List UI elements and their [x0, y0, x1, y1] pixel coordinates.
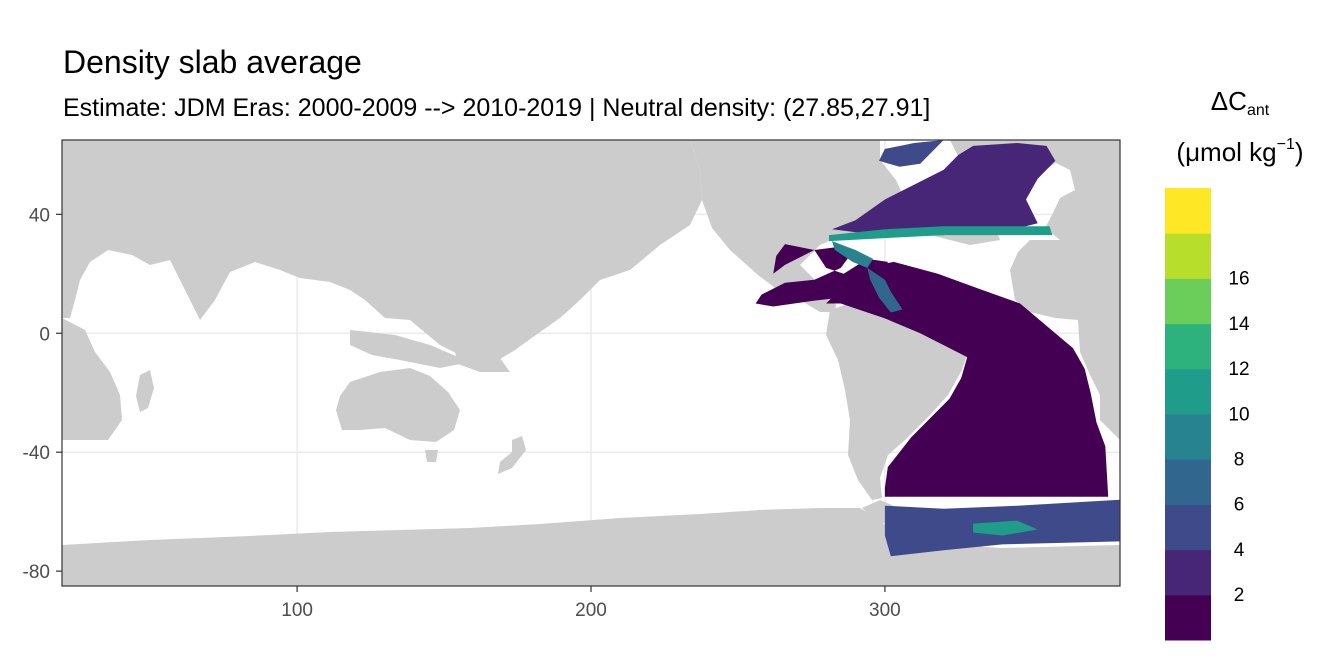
legend-swatch: [1165, 594, 1211, 641]
y-tick-label: -40: [23, 443, 50, 464]
land-madagascar: [136, 370, 154, 412]
x-tick-label: 100: [281, 600, 313, 621]
legend-break-label: 12: [1228, 359, 1249, 380]
land-europe: [1040, 140, 1120, 245]
land-australia: [336, 368, 460, 442]
chart-subtitle: Estimate: JDM Eras: 2000-2009 --> 2010-2…: [63, 94, 931, 122]
land-tasmania: [425, 450, 438, 462]
legend-unit-open: (μmol kg: [1176, 137, 1277, 167]
legend-break-label: 10: [1228, 404, 1249, 425]
land-africa-west: [1010, 240, 1120, 440]
y-tick-label: 40: [29, 205, 50, 226]
color-legend: 2 4 6 8 10 12 14 16: [1165, 188, 1250, 641]
legend-title: ΔCant: [1160, 86, 1320, 120]
legend-title-subscript: ant: [1246, 102, 1270, 119]
dcant-regions: [755, 140, 1120, 557]
legend-swatch: [1165, 504, 1211, 551]
legend-swatch: [1165, 549, 1211, 596]
legend-break-label: 14: [1228, 314, 1250, 335]
legend-swatch: [1165, 233, 1211, 279]
land-africa-east: [62, 318, 122, 440]
legend-unit: (μmol kg−1): [1155, 136, 1325, 168]
legend-break-label: 2: [1234, 585, 1245, 606]
region-gulf-of-mexico-caribbean: [755, 244, 888, 307]
land-new-zealand: [498, 436, 526, 474]
y-tick-label: 0: [39, 324, 50, 345]
legend-unit-superscript: −1: [1276, 136, 1295, 153]
region-labrador-irminger: [879, 140, 944, 167]
land-eurasia: [62, 140, 702, 365]
region-gulf-stream-band: [829, 226, 1053, 242]
chart-title: Density slab average: [63, 44, 362, 80]
region-western-boundary-current: [867, 267, 903, 313]
region-atlantic-basin: [826, 261, 1109, 497]
land-south-america: [826, 300, 970, 500]
legend-break-label: 16: [1228, 269, 1249, 290]
legend-swatch: [1165, 323, 1211, 370]
legend-unit-close: ): [1294, 137, 1304, 167]
legend-break-label: 4: [1234, 540, 1245, 561]
legend-title-main: ΔC: [1210, 86, 1247, 116]
land-new-guinea: [455, 352, 510, 372]
legend-swatch: [1165, 459, 1211, 505]
legend-break-label: 8: [1234, 449, 1245, 470]
region-north-atlantic-subpolar: [832, 143, 1056, 236]
x-tick-label: 200: [575, 600, 607, 621]
x-tick-label: 300: [869, 600, 901, 621]
region-florida-straits-bahamas: [832, 241, 874, 268]
legend-break-label: 6: [1234, 495, 1245, 516]
legend-swatch: [1165, 414, 1211, 460]
legend-swatch: [1165, 368, 1211, 415]
legend-swatch: [1165, 278, 1211, 325]
region-bottom-water-plume: [973, 520, 1038, 536]
y-tick-label: -80: [23, 562, 50, 583]
land-sea-islands: [350, 330, 470, 368]
legend-swatch: [1165, 188, 1211, 234]
land-antarctica: [62, 508, 1120, 586]
